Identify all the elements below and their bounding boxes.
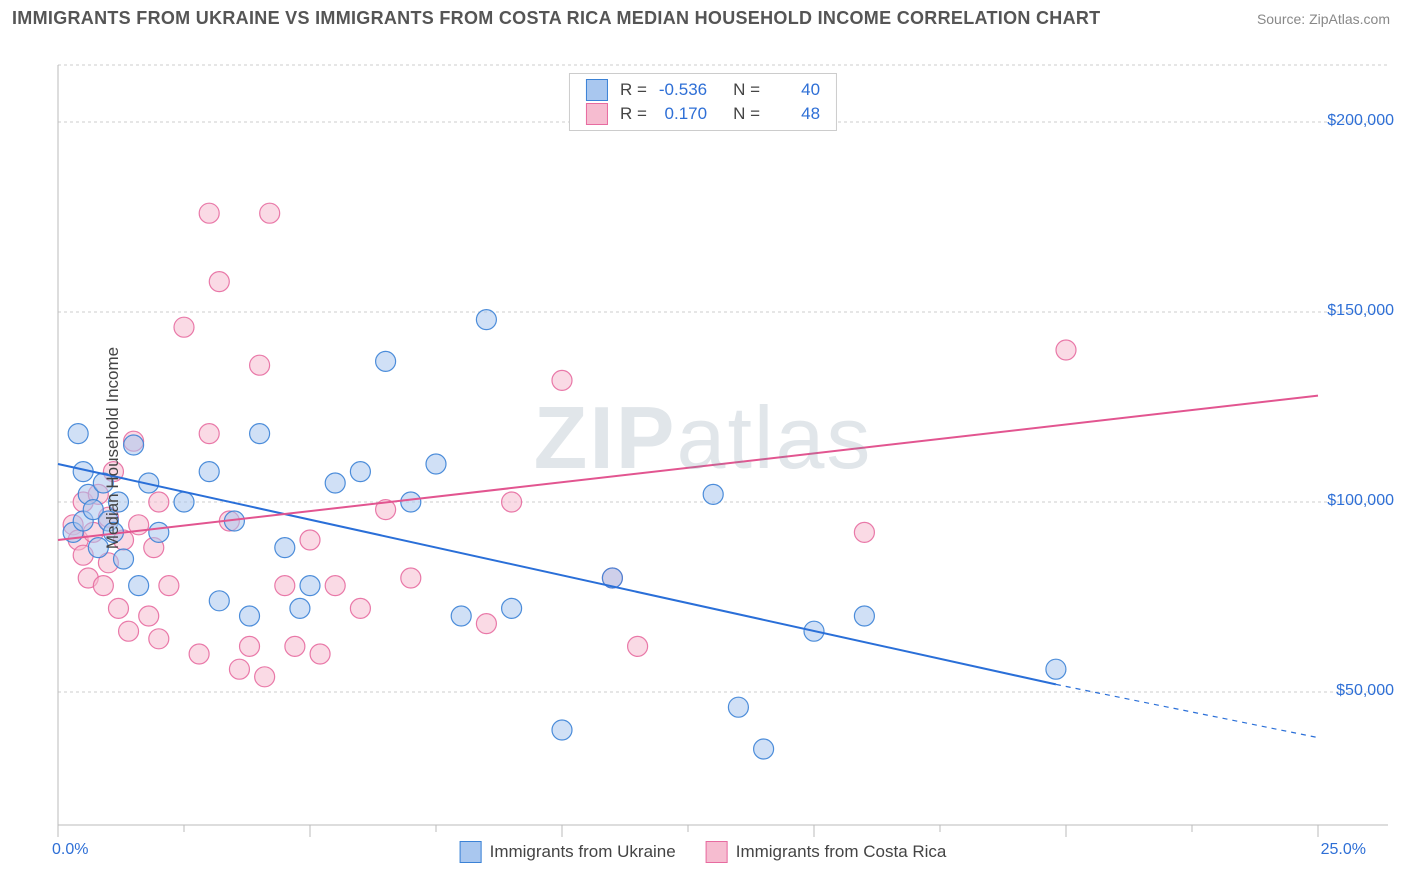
data-point [275, 576, 295, 596]
data-point [476, 310, 496, 330]
legend-label-ukraine: Immigrants from Ukraine [490, 842, 676, 862]
data-point [260, 203, 280, 223]
legend-label-costarica: Immigrants from Costa Rica [736, 842, 947, 862]
data-point [189, 644, 209, 664]
series-legend: Immigrants from Ukraine Immigrants from … [460, 841, 947, 863]
stats-row-ukraine: R = -0.536 N = 40 [580, 78, 826, 102]
data-point [199, 203, 219, 223]
data-point [325, 576, 345, 596]
data-point [250, 355, 270, 375]
data-point [114, 549, 134, 569]
data-point [174, 492, 194, 512]
data-point [476, 614, 496, 634]
data-point [401, 568, 421, 588]
data-point [285, 636, 305, 656]
y-tick-label: $50,000 [1336, 682, 1394, 700]
data-point [552, 720, 572, 740]
trend-line [58, 396, 1318, 540]
y-tick-label: $150,000 [1327, 302, 1394, 320]
data-point [108, 598, 128, 618]
x-tick-max: 25.0% [1321, 841, 1366, 859]
data-point [1056, 340, 1076, 360]
data-point [119, 621, 139, 641]
legend-item-costarica: Immigrants from Costa Rica [706, 841, 947, 863]
data-point [1046, 659, 1066, 679]
swatch-costarica-icon [706, 841, 728, 863]
stats-legend: R = -0.536 N = 40 R = 0.170 N = 48 [569, 73, 837, 131]
data-point [854, 522, 874, 542]
data-point [325, 473, 345, 493]
legend-item-ukraine: Immigrants from Ukraine [460, 841, 676, 863]
data-point [502, 598, 522, 618]
data-point [451, 606, 471, 626]
data-point [149, 492, 169, 512]
data-point [159, 576, 179, 596]
chart-container: Median Household Income ZIPatlas R = -0.… [8, 33, 1398, 863]
swatch-ukraine [586, 79, 608, 101]
data-point [124, 435, 144, 455]
page-title: IMMIGRANTS FROM UKRAINE VS IMMIGRANTS FR… [12, 8, 1100, 29]
data-point [552, 370, 572, 390]
data-point [209, 591, 229, 611]
data-point [255, 667, 275, 687]
scatter-chart [8, 33, 1398, 863]
data-point [728, 697, 748, 717]
data-point [93, 576, 113, 596]
data-point [139, 606, 159, 626]
data-point [250, 424, 270, 444]
source-label: Source: ZipAtlas.com [1257, 11, 1390, 27]
data-point [275, 538, 295, 558]
data-point [854, 606, 874, 626]
data-point [703, 484, 723, 504]
y-tick-label: $100,000 [1327, 492, 1394, 510]
data-point [290, 598, 310, 618]
data-point [401, 492, 421, 512]
data-point [300, 576, 320, 596]
data-point [310, 644, 330, 664]
stats-row-costarica: R = 0.170 N = 48 [580, 102, 826, 126]
data-point [68, 424, 88, 444]
y-tick-label: $200,000 [1327, 112, 1394, 130]
data-point [149, 522, 169, 542]
data-point [240, 636, 260, 656]
data-point [350, 598, 370, 618]
data-point [149, 629, 169, 649]
data-point [129, 576, 149, 596]
data-point [240, 606, 260, 626]
data-point [350, 462, 370, 482]
data-point [229, 659, 249, 679]
swatch-ukraine-icon [460, 841, 482, 863]
data-point [199, 424, 219, 444]
data-point [174, 317, 194, 337]
data-point [628, 636, 648, 656]
data-point [300, 530, 320, 550]
data-point [426, 454, 446, 474]
data-point [209, 272, 229, 292]
data-point [754, 739, 774, 759]
data-point [502, 492, 522, 512]
swatch-costarica [586, 103, 608, 125]
data-point [199, 462, 219, 482]
y-axis-label: Median Household Income [103, 347, 123, 549]
x-tick-min: 0.0% [52, 841, 88, 859]
data-point [376, 351, 396, 371]
